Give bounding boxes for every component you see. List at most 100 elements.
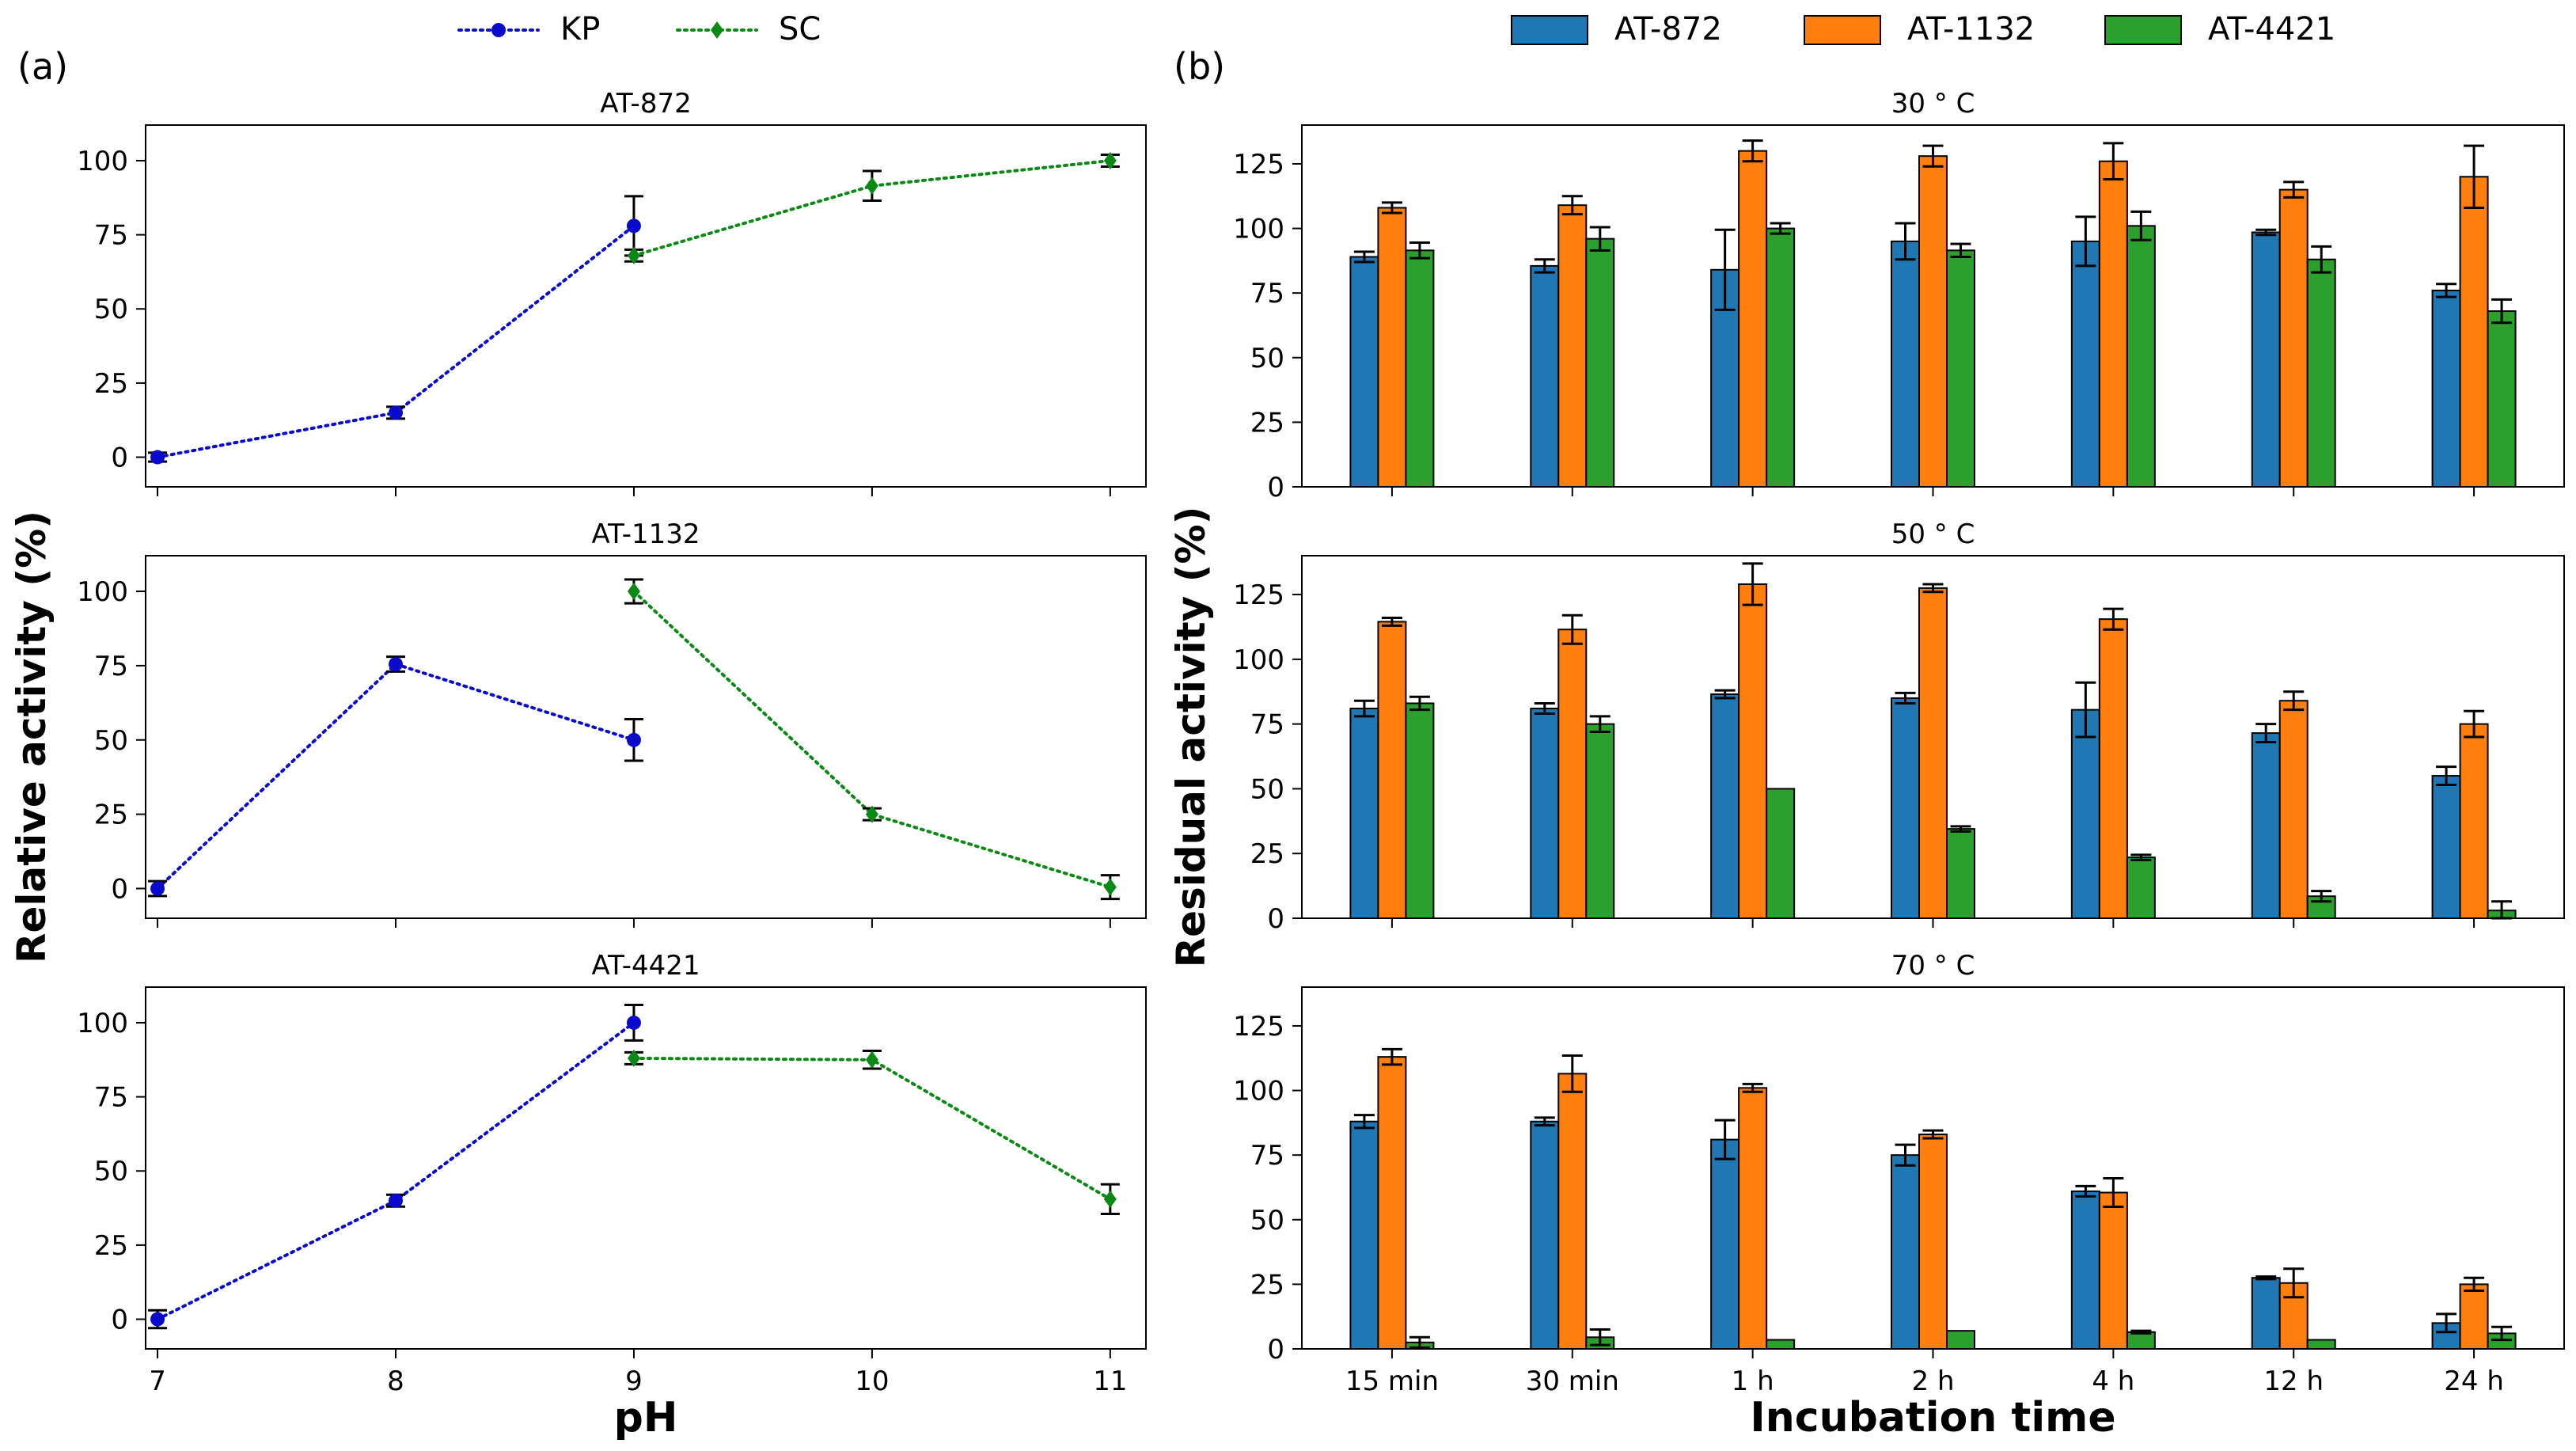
data-point-kp (389, 405, 403, 420)
y-tick-label: 25 (1250, 838, 1284, 870)
data-point-kp (626, 1015, 641, 1030)
y-tick-label: 0 (1267, 472, 1284, 503)
bar-at-1132 (2459, 176, 2489, 488)
bar-at-872 (2431, 775, 2461, 919)
data-point-sc (627, 583, 640, 601)
bar-at-872 (2070, 1190, 2100, 1350)
y-tick-label: 0 (111, 1305, 128, 1336)
bar-at-872 (1530, 708, 1560, 919)
y-tick-label: 75 (1250, 1140, 1284, 1172)
x-tick-label: 24 h (2444, 1366, 2504, 1397)
bar-at-872 (1349, 708, 1379, 919)
legend-label-2: AT-1132 (1907, 11, 2035, 47)
legend-swatch-2 (1804, 15, 1881, 45)
x-tick-label: 10 (855, 1366, 889, 1397)
legend-marker-kp (491, 23, 506, 37)
y-tick-label: 125 (1233, 149, 1284, 180)
bar-at-4421 (1405, 249, 1435, 488)
legend-swatch-1 (1511, 15, 1588, 45)
series-line-kp (156, 662, 635, 891)
y-tick-label: 125 (1233, 579, 1284, 611)
subplot-title: 70 ° C (1891, 950, 1975, 982)
subplot-a-1: AT-872 0 25 50 75 100 (77, 88, 1147, 496)
x-tick-label: 15 min (1345, 1366, 1439, 1397)
bar-at-4421 (2126, 1331, 2156, 1350)
legend-label-1: AT-872 (1614, 11, 1722, 47)
bar-at-1132 (2459, 1283, 2489, 1350)
bar-at-1132 (1377, 207, 1407, 488)
y-tick-label: 25 (94, 1230, 128, 1262)
bar-at-1132 (1738, 583, 1768, 919)
y-tick-label: 100 (77, 576, 128, 608)
bar-at-1132 (1557, 1073, 1588, 1350)
bar-at-4421 (1766, 227, 1796, 488)
subplot-a-3: AT-4421 0 25 50 75 100 7 8 9 10 11 (77, 950, 1147, 1397)
y-tick-label: 100 (77, 1008, 128, 1039)
bar-at-1132 (1738, 1087, 1768, 1350)
y-tick-label: 100 (1233, 644, 1284, 676)
y-tick-label: 0 (111, 873, 128, 905)
y-axis-label: Relative activity (%) (9, 511, 55, 963)
x-tick-label: 1 h (1732, 1366, 1774, 1397)
data-point-sc (865, 1050, 878, 1069)
x-axis-label: pH (614, 1394, 678, 1442)
y-tick-label: 25 (1250, 1269, 1284, 1301)
data-point-sc (627, 1049, 640, 1067)
bar-at-4421 (2487, 310, 2517, 488)
x-tick-label: 2 h (1912, 1366, 1955, 1397)
y-tick-label: 75 (1250, 278, 1284, 310)
bar-at-4421 (1766, 1339, 1796, 1350)
series-line-kp (156, 224, 635, 459)
subplot-title: AT-872 (600, 88, 691, 120)
bar-at-872 (1530, 1120, 1560, 1350)
plot-frame (145, 555, 1147, 919)
bar-at-4421 (1946, 1330, 1975, 1350)
legend-label-sc: SC (779, 11, 821, 47)
bar-at-872 (1891, 240, 1920, 488)
subplot-title: AT-4421 (591, 950, 700, 982)
data-point-sc (1103, 878, 1117, 896)
y-tick-label: 75 (1250, 709, 1284, 741)
bar-at-872 (2070, 708, 2100, 920)
x-axis-label: Incubation time (1750, 1394, 2115, 1442)
legend-label-kp: KP (560, 11, 600, 47)
x-tick-label: 8 (387, 1366, 404, 1397)
y-tick-label: 50 (1250, 773, 1284, 805)
y-tick-label: 75 (94, 220, 128, 252)
data-point-sc (865, 177, 878, 195)
subplot-b-3: 70 ° C 0 25 50 75 100 125 15 min 30 min 1 h 2 h 4 h… (1233, 950, 2565, 1397)
bar-at-4421 (2306, 1339, 2336, 1350)
bar-at-1132 (1377, 621, 1407, 920)
legend-marker-sc (711, 21, 723, 39)
y-tick-label: 50 (94, 1156, 128, 1187)
x-tick-label: 30 min (1526, 1366, 1619, 1397)
series-line-sc (632, 1056, 1112, 1201)
data-point-kp (389, 1193, 403, 1208)
data-point-kp (389, 657, 403, 672)
legend-label-3: AT-4421 (2208, 11, 2335, 47)
bar-at-1132 (1918, 1134, 1948, 1350)
bar-at-872 (1891, 1154, 1920, 1350)
subplot-b-1: 30 ° C 0 25 50 75 100 125 (1233, 88, 2565, 503)
bar-at-1132 (2098, 160, 2128, 488)
bar-at-1132 (2278, 188, 2309, 488)
bar-at-1132 (2278, 700, 2309, 919)
bar-at-1132 (1557, 204, 1588, 488)
y-tick-label: 0 (1267, 1334, 1284, 1366)
panel-a-line-charts: AT-8720255075100AT-11320255075100AT-4421… (9, 11, 1147, 1442)
bar-at-872 (2070, 240, 2100, 488)
bar-at-4421 (2306, 258, 2336, 488)
data-point-sc (627, 246, 640, 264)
bar-at-4421 (2126, 225, 2156, 488)
y-tick-label: 50 (94, 725, 128, 757)
series-line-sc (632, 590, 1112, 889)
data-point-kp (150, 1312, 165, 1327)
legend-swatch-3 (2104, 15, 2182, 45)
y-tick-label: 125 (1233, 1011, 1284, 1043)
data-point-kp (626, 218, 641, 234)
y-tick-label: 100 (1233, 1076, 1284, 1107)
legend-b: AT-872 AT-1132 AT-4421 (1511, 11, 2335, 47)
x-tick-label: 12 h (2263, 1366, 2324, 1397)
bar-at-872 (2251, 1277, 2281, 1350)
